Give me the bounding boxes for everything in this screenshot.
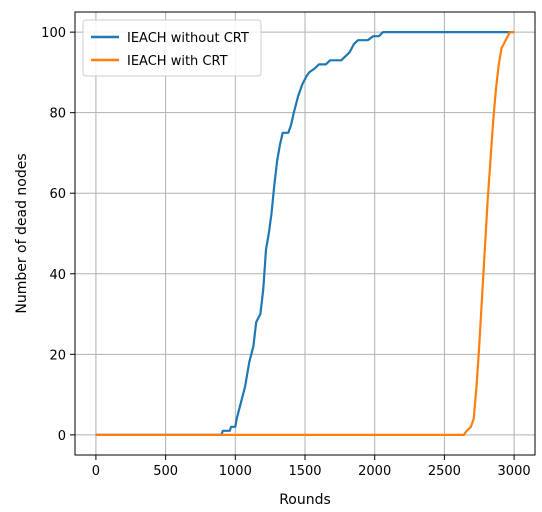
y-tick-label: 20	[49, 348, 66, 363]
x-tick-label: 1000	[219, 464, 252, 479]
y-tick-label: 40	[49, 268, 66, 283]
x-tick-label: 2000	[358, 464, 391, 479]
x-tick-label: 2500	[428, 464, 461, 479]
x-axis-ticks: 0 500 1000 1500 2000 2500 3000	[92, 455, 531, 479]
x-tick-label: 500	[153, 464, 178, 479]
series-line-2	[95, 31, 515, 436]
y-tick-label: 60	[49, 187, 66, 202]
x-axis-label: Rounds	[279, 492, 331, 508]
y-tick-label: 80	[49, 107, 66, 122]
y-tick-label: 100	[41, 26, 66, 41]
legend-label: IEACH without CRT	[127, 31, 249, 46]
legend: IEACH without CRT IEACH with CRT	[82, 19, 262, 77]
y-tick-label: 0	[58, 429, 66, 444]
series-line-1	[95, 31, 515, 436]
series-layer	[95, 31, 515, 436]
x-tick-label: 3000	[498, 464, 531, 479]
legend-label: IEACH with CRT	[127, 54, 228, 69]
y-axis-ticks: 0 20 40 60 80 100	[41, 26, 75, 444]
x-tick-label: 0	[92, 464, 100, 479]
legend-box	[82, 19, 262, 77]
x-tick-label: 1500	[288, 464, 321, 479]
y-axis-label: Number of dead nodes	[14, 153, 30, 313]
